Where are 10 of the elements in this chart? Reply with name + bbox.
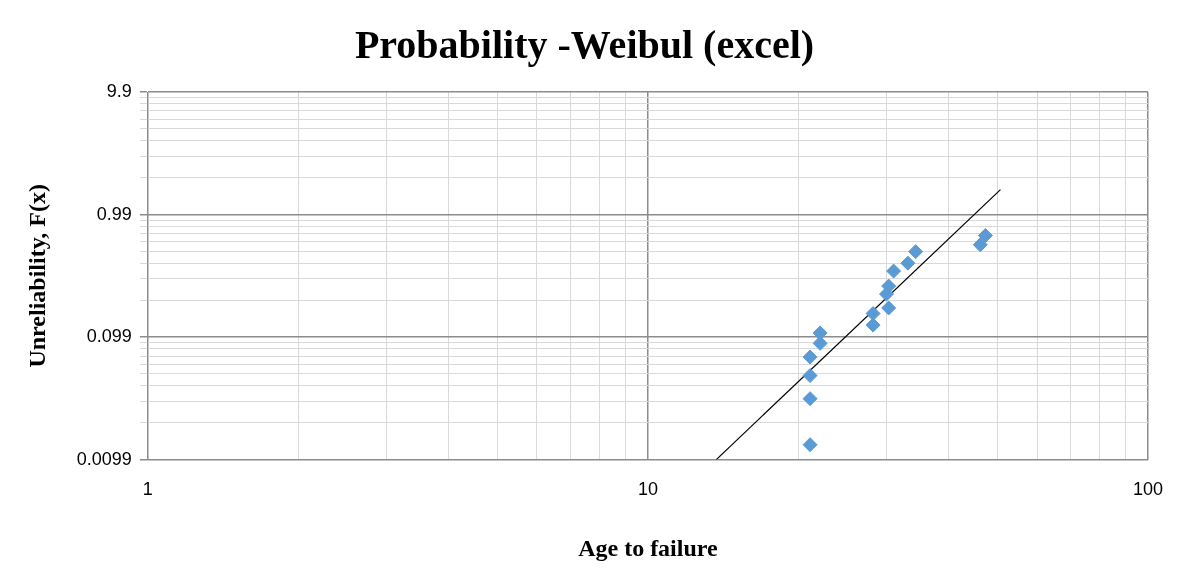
y-tick-label: 0.0099: [76, 448, 132, 469]
x-tick-label: 1: [142, 479, 153, 500]
y-tick-label: 9.9: [106, 80, 132, 101]
y-axis-title: Unreliability, F(x): [23, 184, 50, 368]
x-tick-label: 100: [1132, 479, 1164, 500]
chart-title: Probability -Weibul (excel): [354, 22, 815, 68]
y-tick-label: 0.99: [96, 203, 132, 224]
x-axis-title: Age to failure: [578, 534, 719, 561]
y-tick-label: 0.099: [86, 326, 132, 347]
x-tick-label: 10: [637, 479, 658, 500]
